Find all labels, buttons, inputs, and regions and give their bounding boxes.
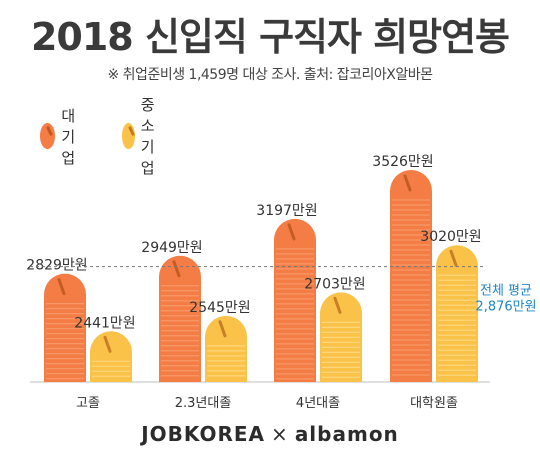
brand-separator: × [271,422,289,446]
coin-mark [287,223,296,241]
coin-mark [218,320,227,338]
coin-mark [403,174,412,192]
value-label-small-1: 2545만원 [189,300,250,316]
average-label-title: 전체 평균 [480,284,532,299]
legend-label-small: 중소기업 [140,96,155,177]
brand-albamon: albamon [294,422,399,446]
value-label-large-1: 2949만원 [141,240,202,256]
legend-label-large: 대기업 [61,106,76,167]
bar-fill-large-1 [159,276,201,382]
coin-mark [449,249,458,267]
bar-fill-small-0 [90,352,132,382]
value-label-large-0: 2829만원 [26,258,87,274]
value-label-large-2: 3197만원 [256,203,317,219]
category-label-2: 4년대졸 [296,396,340,411]
legend-item-small: 중소기업 [122,96,168,177]
legend-coin-icon-small [122,123,135,149]
bar-fill-large-2 [274,239,316,382]
coin-mark [172,260,181,278]
legend-coin-icon-large [40,123,56,149]
category-label-1: 2.3년대졸 [175,396,232,411]
bar-fill-small-1 [205,336,247,382]
value-label-large-3: 3526만원 [372,154,433,170]
average-label-value: 2,876만원 [475,300,536,315]
brand-footer: JOBKOREA × albamon [0,422,540,446]
value-label-small-3: 3020만원 [420,229,481,245]
coin-mark [333,296,342,314]
chart-title: 2018 신입직 구직자 희망연봉 [30,15,510,59]
legend-item-large: 대기업 [40,107,86,167]
category-label-0: 고졸 [76,396,100,411]
coin-mark [103,335,112,353]
category-label-3: 대학원졸 [410,396,458,411]
chart-subtitle: ※ 취업준비생 1,459명 대상 조사. 출처: 잡코리아X알바몬 [107,67,434,83]
value-label-small-2: 2703만원 [304,276,365,292]
coin-mark [57,278,66,296]
brand-jobkorea: JOBKOREA [141,422,266,446]
value-label-small-0: 2441만원 [74,315,135,331]
